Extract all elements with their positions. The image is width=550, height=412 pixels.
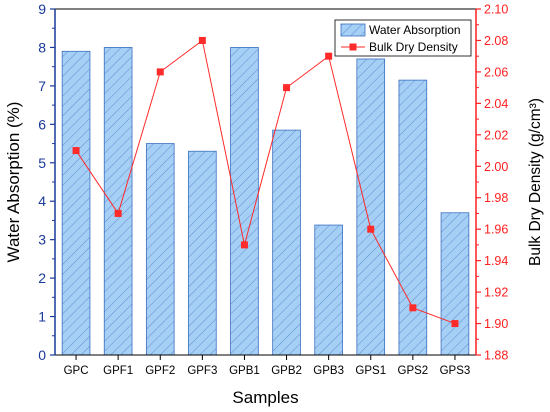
right-tick-label: 1.88 — [484, 349, 508, 363]
point-gpf2 — [156, 68, 164, 76]
legend-label-bulk-dry-density: Bulk Dry Density — [369, 40, 458, 54]
right-tick-label: 2.08 — [484, 34, 508, 48]
x-tick-label-gpb1: GPB1 — [229, 365, 260, 377]
x-tick-label-gpf3: GPF3 — [187, 365, 217, 377]
legend: Water Absorption Bulk Dry Density — [334, 19, 472, 57]
point-gps2 — [409, 304, 417, 312]
left-tick-label: 5 — [38, 155, 46, 171]
right-tick-label: 1.96 — [484, 223, 508, 237]
right-tick-label: 1.98 — [484, 191, 508, 205]
left-tick-label: 4 — [38, 193, 46, 209]
point-gpc — [72, 147, 80, 155]
right-tick-label: 2.04 — [484, 97, 508, 111]
right-tick-label: 1.94 — [484, 254, 508, 268]
left-tick-label: 8 — [38, 39, 46, 55]
x-tick-label-gpb3: GPB3 — [313, 365, 344, 377]
axes-layer: 0 1 2 3 4 5 6 7 8 9 1.88 1.90 1.92 1.94 1.96 1.98 2.00 2.… — [4, 1, 544, 407]
point-gpf3 — [198, 36, 206, 44]
series-line-bulk-dry-density — [75, 39, 456, 325]
left-tick-label: 1 — [38, 309, 46, 325]
point-gpb2 — [283, 84, 291, 92]
right-tick-label: 2.10 — [484, 3, 508, 17]
right-tick-label: 2.02 — [484, 128, 508, 142]
legend-marker-bulk-dry-density — [349, 43, 357, 51]
bar-gpf2 — [145, 143, 175, 356]
legend-swatch-water-absorption — [340, 23, 366, 37]
bars-layer — [61, 47, 470, 356]
point-gpb1 — [240, 241, 248, 249]
bar-gps2 — [398, 79, 428, 356]
right-tick-label: 1.92 — [484, 286, 508, 300]
bar-gps1 — [356, 58, 386, 356]
left-axis-title: Water Absorption (%) — [4, 102, 23, 263]
point-gps3 — [451, 320, 459, 328]
bar-gpf3 — [188, 150, 217, 356]
x-tick-label-gps2: GPS2 — [398, 365, 429, 377]
right-tick-label: 2.00 — [484, 160, 508, 174]
line-layer — [72, 36, 459, 328]
bar-gpb2 — [272, 129, 301, 356]
right-tick-label: 1.90 — [484, 317, 508, 331]
bar-gpc — [61, 50, 91, 356]
point-gpf1 — [114, 209, 122, 217]
x-tick-label-gpb2: GPB2 — [271, 365, 302, 377]
bar-gps3 — [440, 212, 470, 356]
left-tick-label: 6 — [38, 116, 46, 132]
right-tick-label: 2.06 — [484, 65, 508, 79]
left-tick-label: 7 — [38, 78, 46, 94]
left-tick-label: 9 — [38, 1, 46, 17]
right-axis-title: Bulk Dry Density (g/cm³) — [527, 98, 544, 266]
x-tick-label-gpc: GPC — [64, 365, 89, 377]
left-tick-label: 2 — [38, 270, 46, 286]
left-tick-label: 0 — [38, 347, 46, 363]
legend-label-water-absorption: Water Absorption — [369, 23, 461, 37]
x-tick-label-gpf2: GPF2 — [145, 365, 175, 377]
bar-gpb3 — [314, 224, 343, 356]
x-tick-label-gps1: GPS1 — [355, 365, 386, 377]
x-tick-label-gps3: GPS3 — [440, 365, 471, 377]
point-gpb3 — [325, 52, 333, 60]
bar-gpf1 — [103, 47, 133, 356]
left-tick-label: 3 — [38, 232, 46, 248]
point-gps1 — [367, 225, 375, 233]
bar-gpb1 — [230, 47, 259, 356]
x-axis-title: Samples — [232, 388, 298, 407]
x-tick-label-gpf1: GPF1 — [103, 365, 133, 377]
